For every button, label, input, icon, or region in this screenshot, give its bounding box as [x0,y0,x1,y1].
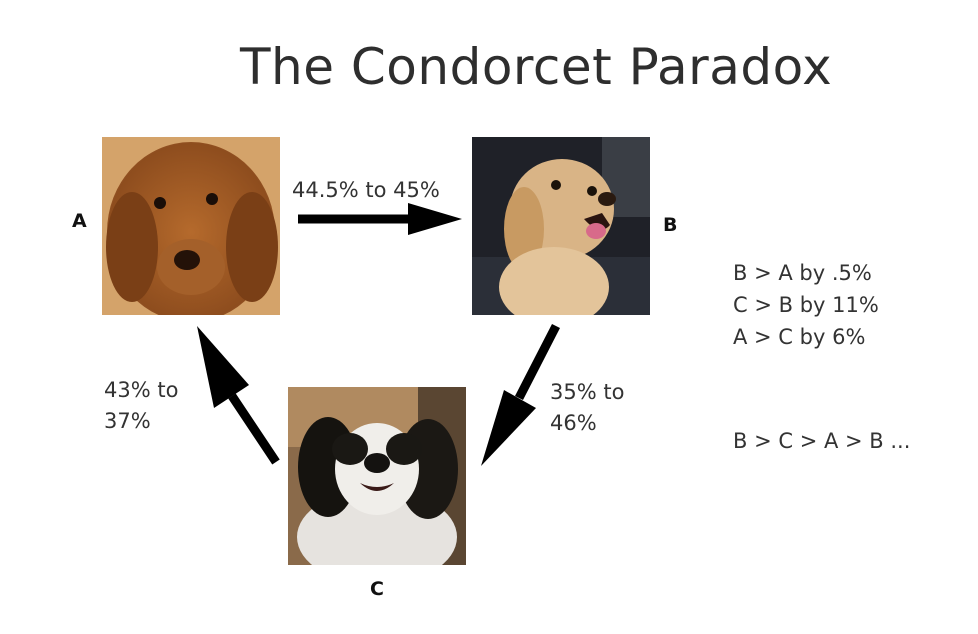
edge-label-c-to-a-line1: 43% to [104,378,179,402]
cycle-summary: B > C > A > B ... [733,429,911,453]
edge-label-b-to-c-line2: 46% [550,411,597,435]
comparison-item: A > C by 6% [733,325,866,349]
node-label-a: A [72,210,87,232]
dog-photo-a [102,137,280,315]
comparison-list: B > A by .5% C > B by 11% A > C by 6% [733,257,879,353]
edge-label-b-to-c: 35% to 46% [550,377,624,439]
edge-label-c-to-a: 43% to 37% [104,375,178,437]
dog-photo-b [472,137,650,315]
comparison-item: B > A by .5% [733,261,872,285]
dog-photo-c [288,387,466,565]
edge-label-a-to-b-line1: 44.5% to 45% [292,178,440,202]
edge-label-a-to-b: 44.5% to 45% [292,175,440,206]
edge-label-c-to-a-line2: 37% [104,409,151,433]
arrow-b-to-c [481,323,561,466]
edge-label-b-to-c-line1: 35% to [550,380,625,404]
node-label-b: B [663,214,678,236]
arrow-a-to-b [298,203,462,235]
node-label-c: C [370,578,384,600]
arrow-c-to-a [197,326,280,465]
slide-title: The Condorcet Paradox [240,38,833,96]
comparison-item: C > B by 11% [733,293,879,317]
